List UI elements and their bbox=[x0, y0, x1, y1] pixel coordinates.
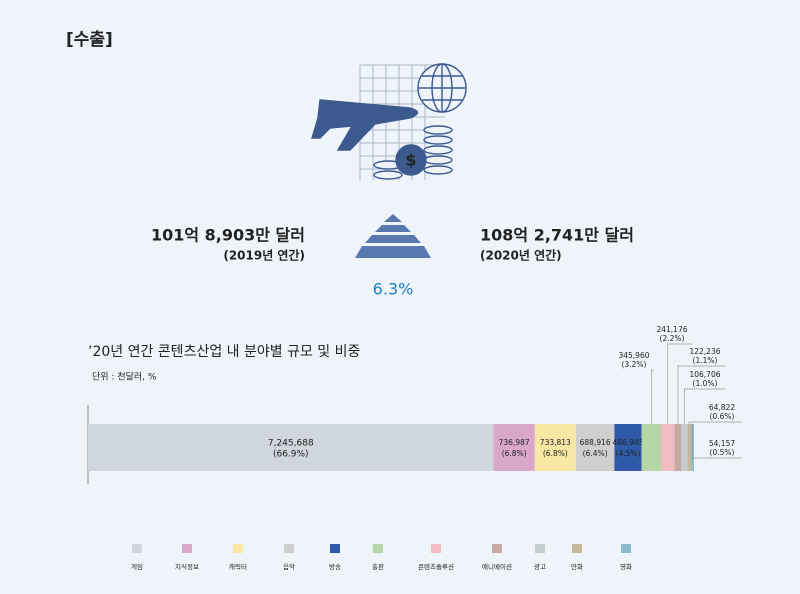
share-label: (66.9%) bbox=[273, 450, 309, 460]
legend-swatch bbox=[535, 544, 545, 553]
legend-swatch bbox=[431, 544, 441, 553]
bar-segment bbox=[575, 424, 615, 471]
after-value: 108억 2,741만 달러 bbox=[480, 226, 634, 245]
share-label: (6.4%) bbox=[583, 449, 608, 458]
growth-pyramid bbox=[355, 214, 431, 258]
before-value: 101억 8,903만 달러 bbox=[151, 226, 305, 245]
legend-label: 캐릭터 bbox=[229, 562, 247, 571]
legend-swatch bbox=[182, 544, 192, 553]
legend-label: 음악 bbox=[283, 563, 295, 571]
share-label: (4.5%) bbox=[616, 449, 641, 458]
bar-segment bbox=[641, 424, 662, 471]
value-label: 345,960 bbox=[618, 351, 649, 360]
after-period: (2020년 연간) bbox=[480, 248, 562, 263]
bar-segment bbox=[88, 424, 494, 471]
legend-label: 콘텐츠솔루션 bbox=[418, 562, 454, 571]
legend-label: 광고 bbox=[534, 563, 546, 571]
share-label: (6.8%) bbox=[502, 449, 527, 458]
bar-segment bbox=[614, 424, 642, 471]
value-label: 688,916 bbox=[580, 438, 611, 447]
value-label: 54,157 bbox=[709, 439, 735, 448]
share-label: (1.0%) bbox=[693, 379, 718, 388]
legend-label: 지식정보 bbox=[175, 562, 199, 571]
value-label: 486,945 bbox=[613, 438, 644, 447]
bar-segment bbox=[534, 424, 576, 471]
value-label: 122,236 bbox=[689, 347, 720, 356]
leader-line bbox=[684, 388, 725, 424]
legend-swatch bbox=[572, 544, 582, 553]
legend-label: 방송 bbox=[329, 562, 341, 571]
unit-label: 단위 : 천달러, % bbox=[92, 371, 157, 383]
legend-swatch bbox=[132, 544, 142, 553]
growth-rate: 6.3% bbox=[373, 280, 414, 299]
value-label: 241,176 bbox=[656, 325, 687, 334]
legend-swatch bbox=[284, 544, 294, 553]
value-label: 736,987 bbox=[499, 438, 530, 447]
leader-line bbox=[667, 343, 692, 424]
legend-label: 영화 bbox=[620, 562, 632, 571]
legend-label: 애니메이션 bbox=[482, 562, 512, 571]
leader-line bbox=[650, 369, 654, 424]
value-label: 64,822 bbox=[709, 403, 735, 412]
legend-swatch bbox=[621, 544, 631, 553]
share-label: (2.2%) bbox=[660, 334, 685, 343]
bar-segment bbox=[687, 424, 691, 471]
chart-title: ’20년 연간 콘텐츠산업 내 분야별 규모 및 비중 bbox=[88, 344, 360, 360]
legend-label: 출판 bbox=[372, 562, 384, 571]
legend-swatch bbox=[373, 544, 383, 553]
value-label: 7,245,688 bbox=[268, 439, 314, 449]
legend-label: 만화 bbox=[571, 562, 583, 571]
share-label: (0.5%) bbox=[710, 448, 735, 457]
legend-swatch bbox=[233, 544, 243, 553]
before-period: (2019년 연간) bbox=[223, 248, 305, 263]
export-icon: $ bbox=[311, 63, 467, 180]
section-title: [수출] bbox=[66, 30, 113, 50]
leader-line bbox=[677, 365, 725, 424]
value-label: 106,706 bbox=[689, 370, 720, 379]
value-label: 733,813 bbox=[540, 438, 571, 447]
leader-line bbox=[692, 424, 742, 459]
leader-line bbox=[688, 421, 742, 424]
share-label: (3.2%) bbox=[622, 360, 647, 369]
legend-swatch bbox=[492, 544, 502, 553]
legend-swatch bbox=[330, 544, 340, 553]
share-label: (1.1%) bbox=[693, 356, 718, 365]
svg-text:$: $ bbox=[405, 151, 416, 170]
legend-label: 게임 bbox=[131, 562, 143, 571]
share-label: (0.6%) bbox=[710, 412, 735, 421]
bar-segment bbox=[661, 424, 675, 471]
share-label: (6.8%) bbox=[543, 449, 568, 458]
bar-segment bbox=[681, 424, 688, 471]
bar-segment bbox=[674, 424, 682, 471]
bar-segment bbox=[493, 424, 535, 471]
